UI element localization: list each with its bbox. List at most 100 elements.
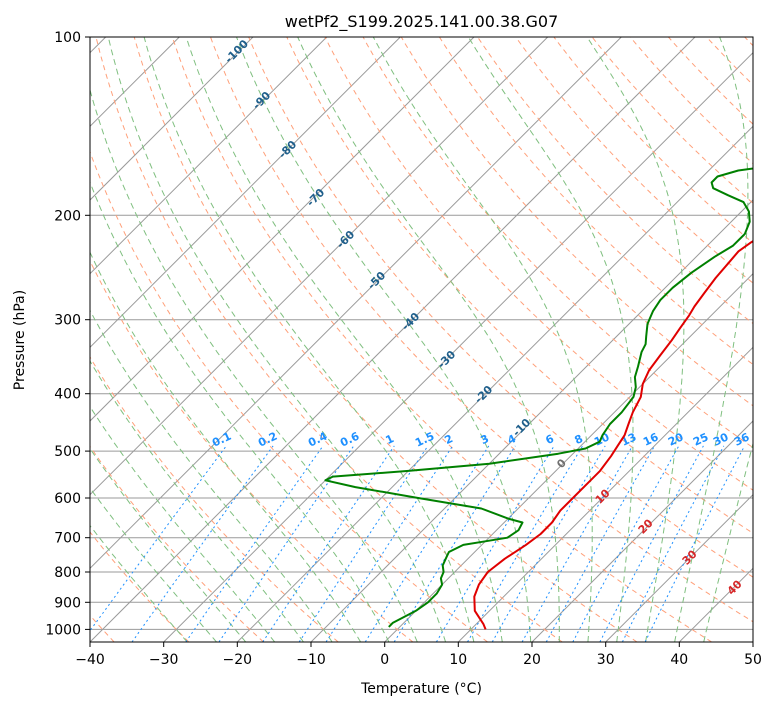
x-axis-label: Temperature (°C): [360, 681, 482, 697]
isotherm-line: [236, 125, 753, 642]
plot-frame: [89, 36, 754, 643]
chart-title: wetPf2_S199.2025.141.00.38.G07: [285, 12, 559, 32]
dry-adiabat-line: [90, 445, 264, 642]
mixing-ratio-label: 10: [592, 430, 612, 448]
moist-adiabat-line: [90, 405, 276, 642]
dry-adiabat-line: [90, 531, 190, 642]
temperature-profile-line: [473, 240, 753, 630]
mixing-ratio-line: [90, 445, 227, 632]
dry-adiabat-label: -70: [304, 186, 327, 209]
isotherm-line: [752, 641, 753, 642]
moist-adiabat-line: [674, 37, 749, 642]
isotherm-line: [457, 346, 753, 642]
y-tick-label: 900: [54, 595, 81, 611]
moist-adiabat-line: [90, 88, 418, 642]
dry-adiabat-line: [210, 37, 753, 623]
moist-adiabat-line: [297, 37, 560, 642]
mixing-ratio-label: 0.4: [306, 429, 329, 449]
dry-adiabat-line: [362, 37, 753, 449]
moist-adiabat-line: [90, 447, 247, 642]
dry-adiabat-line: [706, 37, 753, 86]
y-tick-label: 700: [54, 531, 81, 547]
mixing-ratio-line: [435, 445, 555, 642]
mixing-ratio-label: 6: [544, 432, 557, 447]
dry-adiabat-line: [744, 37, 753, 47]
x-tick-label: −10: [296, 652, 326, 668]
mixing-ratio-line: [467, 445, 584, 642]
dry-adiabat-label: -50: [365, 269, 388, 292]
isotherm-line: [90, 37, 475, 422]
dry-adiabat-line: [95, 37, 563, 642]
y-axis-label: Pressure (hPa): [12, 290, 28, 390]
y-tick-label: 600: [54, 491, 81, 507]
mixing-ratio-label: 2: [443, 432, 455, 447]
dry-adiabat-label: -100: [222, 37, 251, 66]
isotherm-line: [90, 37, 696, 642]
isotherm-line: [384, 272, 753, 642]
mixing-ratio-line: [185, 445, 324, 642]
y-tick-label: 800: [54, 565, 81, 581]
x-tick-label: −40: [75, 652, 105, 668]
isotherm-line: [531, 420, 753, 642]
mixing-ratio-line: [621, 445, 725, 642]
moist-adiabat-line: [143, 37, 475, 642]
dry-adiabat-label: -20: [472, 383, 495, 406]
dewpoint-profile-line: [324, 167, 753, 628]
isotherm-line: [90, 37, 254, 201]
moist-adiabat-line: [90, 524, 188, 642]
mixing-ratio-label: 8: [573, 432, 585, 447]
mixing-ratio-line: [599, 445, 704, 642]
mixing-ratio-label: 0.1: [210, 430, 233, 450]
mixing-ratio-label: 16: [641, 430, 661, 448]
x-tick-label: 50: [744, 652, 762, 668]
moist-adiabat-line: [586, 37, 685, 642]
mixing-ratio-line: [298, 445, 429, 642]
mixing-ratio-line: [572, 445, 680, 642]
mixing-ratio-label: 1: [384, 432, 396, 447]
y-tick-label: 500: [54, 444, 81, 460]
x-tick-label: 0: [380, 652, 389, 668]
moist-adiabat-line: [703, 441, 753, 642]
isotherm-line: [310, 199, 753, 642]
dry-adiabat-line: [90, 259, 414, 642]
mixing-ratio-line: [521, 445, 633, 642]
dry-adiabat-line: [324, 37, 753, 491]
y-tick-label: 300: [54, 313, 81, 329]
dry-adiabat-line: [553, 37, 753, 244]
moist-adiabat-line: [90, 309, 333, 642]
moist-adiabat-line: [90, 360, 304, 642]
mixing-ratio-label: 0.2: [256, 430, 279, 450]
dry-adiabat-line: [400, 37, 753, 407]
y-tick-label: 1000: [45, 622, 81, 638]
moist-adiabat-label: 40: [725, 577, 745, 597]
mixing-ratio-label: 0.6: [338, 429, 361, 449]
isotherm-line: [90, 37, 401, 349]
y-tick-label: 100: [54, 30, 81, 46]
dry-adiabat-line: [90, 356, 339, 642]
mixing-ratio-label: 20: [666, 430, 686, 448]
mixing-ratio-line: [644, 445, 746, 642]
moist-adiabat-line: [90, 487, 217, 642]
isotherm-line: [605, 493, 753, 642]
x-tick-label: −30: [149, 652, 179, 668]
moist-adiabat-line: [372, 37, 593, 642]
mixing-ratio-label: 25: [691, 430, 710, 448]
dry-adiabat-line: [438, 37, 753, 366]
dry-adiabat-line: [248, 37, 753, 578]
mixing-ratio-line: [545, 445, 656, 642]
dry-adiabat-line: [286, 37, 753, 534]
isotherm-line: [90, 37, 622, 570]
x-tick-label: 40: [670, 652, 688, 668]
mixing-ratio-line: [218, 445, 355, 642]
x-tick-label: 10: [449, 652, 467, 668]
moist-adiabat-line: [185, 37, 503, 642]
moist-adiabat-label: 0: [554, 456, 569, 471]
mixing-ratio-line: [131, 445, 274, 642]
mixing-ratio-label: 3: [479, 432, 491, 447]
dry-adiabat-line: [133, 37, 638, 642]
dry-adiabat-line: [668, 37, 753, 125]
moist-adiabat-line: [90, 251, 362, 642]
moist-adiabat-label: 20: [636, 516, 656, 536]
moist-adiabat-line: [467, 37, 634, 642]
